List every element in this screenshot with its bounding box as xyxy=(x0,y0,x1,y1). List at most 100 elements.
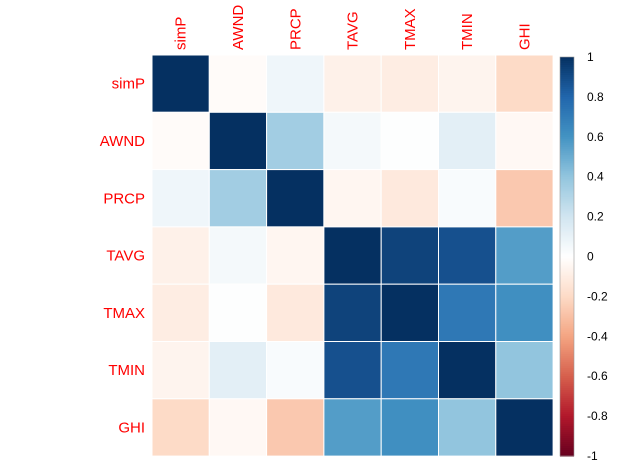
heatmap-cell-TAVG-TAVG xyxy=(323,226,382,285)
colorbar-segment xyxy=(560,160,574,164)
column-label-AWND: AWND xyxy=(230,5,247,50)
colorbar-segment xyxy=(560,250,574,254)
colorbar-segment xyxy=(560,216,574,220)
heatmap-cell-GHI-AWND xyxy=(208,398,268,457)
colorbar-segment xyxy=(560,236,574,240)
colorbar-segment xyxy=(560,206,574,210)
colorbar-segment xyxy=(560,140,574,144)
heatmap-cell-GHI-PRCP xyxy=(266,398,325,457)
colorbar-segment xyxy=(560,198,574,202)
heatmap-cell-PRCP-simP xyxy=(151,169,210,228)
row-label-TMAX: TMAX xyxy=(103,305,145,322)
colorbar-segment xyxy=(560,154,574,158)
heatmap-cell-TAVG-simP xyxy=(151,226,210,285)
colorbar-segment xyxy=(560,306,574,309)
colorbar-segment xyxy=(560,178,574,182)
colorbar-segment xyxy=(560,64,574,68)
colorbar-segment xyxy=(560,256,574,260)
heatmap-cell-TMIN-TAVG xyxy=(323,341,382,400)
heatmap-cell-AWND-TMAX xyxy=(380,111,440,171)
colorbar-segment xyxy=(560,382,574,385)
colorbar-segment xyxy=(560,450,574,453)
colorbar-segment xyxy=(560,60,574,64)
colorbar-segment xyxy=(560,406,574,409)
colorbar-segment xyxy=(560,436,574,439)
colorbar-segment xyxy=(560,130,574,134)
colorbar-segment xyxy=(560,220,574,224)
colorbar-segment xyxy=(560,282,574,286)
colorbar-segment xyxy=(560,126,574,130)
colorbar-segment xyxy=(560,388,574,391)
colorbar-segment xyxy=(560,248,574,252)
row-label-simP: simP xyxy=(112,76,145,93)
colorbar-segment xyxy=(560,258,574,262)
colorbar-segment xyxy=(560,416,574,419)
colorbar-segment xyxy=(560,272,574,276)
colorbar-segment xyxy=(560,158,574,162)
colorbar-segment xyxy=(560,106,574,110)
heatmap-cell-AWND-AWND xyxy=(208,111,268,171)
colorbar-segment xyxy=(560,186,574,190)
heatmap-cell-PRCP-PRCP xyxy=(266,169,325,228)
colorbar-segment xyxy=(560,86,574,90)
colorbar-segment xyxy=(560,180,574,184)
colorbar-segment xyxy=(560,162,574,166)
colorbar-segment xyxy=(560,326,574,329)
colorbar-segment xyxy=(560,344,574,347)
heatmap-cell-PRCP-TMAX xyxy=(380,169,440,228)
colorbar-segment xyxy=(560,184,574,188)
colorbar-segment xyxy=(560,384,574,387)
heatmap-cell-AWND-GHI xyxy=(495,111,554,171)
colorbar-segment xyxy=(560,420,574,423)
heatmap-cell-simP-TAVG xyxy=(323,54,382,113)
colorbar-segment xyxy=(560,226,574,230)
colorbar-tick-label: 0.4 xyxy=(587,170,604,184)
colorbar-segment xyxy=(560,418,574,421)
colorbar-segment xyxy=(560,72,574,76)
colorbar-segment xyxy=(560,102,574,106)
colorbar-segment xyxy=(560,230,574,234)
colorbar-segment xyxy=(560,374,574,377)
colorbar-segment xyxy=(560,410,574,413)
colorbar-segment xyxy=(560,270,574,274)
colorbar-segment xyxy=(560,204,574,208)
colorbar-segment xyxy=(560,380,574,383)
colorbar-segment xyxy=(560,70,574,74)
colorbar-segment xyxy=(560,156,574,160)
colorbar-segment xyxy=(560,334,574,337)
colorbar-tick-label: -0.4 xyxy=(587,329,608,343)
colorbar-segment xyxy=(560,440,574,443)
colorbar-tick-label: 0 xyxy=(587,250,594,264)
colorbar-segment xyxy=(560,244,574,248)
heatmap-cell-AWND-TMIN xyxy=(438,111,497,171)
colorbar-segment xyxy=(560,304,574,307)
colorbar-segment xyxy=(560,296,574,299)
colorbar-tick-label: 0.2 xyxy=(587,210,604,224)
colorbar-segment xyxy=(560,396,574,399)
colorbar-segment xyxy=(560,74,574,78)
heatmap-cell-simP-TMIN xyxy=(438,54,497,113)
colorbar-segment xyxy=(560,300,574,303)
heatmap-cell-PRCP-TAVG xyxy=(323,169,382,228)
colorbar-segment xyxy=(560,166,574,170)
colorbar-segment xyxy=(560,310,574,313)
colorbar-segment xyxy=(560,350,574,353)
colorbar-segment xyxy=(560,448,574,451)
colorbar-segment xyxy=(560,266,574,270)
colorbar-segment xyxy=(560,224,574,228)
colorbar-segment xyxy=(560,278,574,282)
colorbar-segment xyxy=(560,314,574,317)
colorbar-segment xyxy=(560,340,574,343)
heatmap-cell-simP-PRCP xyxy=(266,54,325,113)
row-label-TAVG: TAVG xyxy=(106,248,145,265)
colorbar-segment xyxy=(560,308,574,311)
heatmap-cell-TAVG-TMIN xyxy=(438,226,497,285)
colorbar-segment xyxy=(560,108,574,112)
column-label-TMIN: TMIN xyxy=(459,13,476,50)
colorbar-segment xyxy=(560,116,574,120)
colorbar-segment xyxy=(560,366,574,369)
colorbar-segment xyxy=(560,170,574,174)
heatmap-cell-AWND-simP xyxy=(151,111,210,171)
colorbar xyxy=(559,56,575,457)
